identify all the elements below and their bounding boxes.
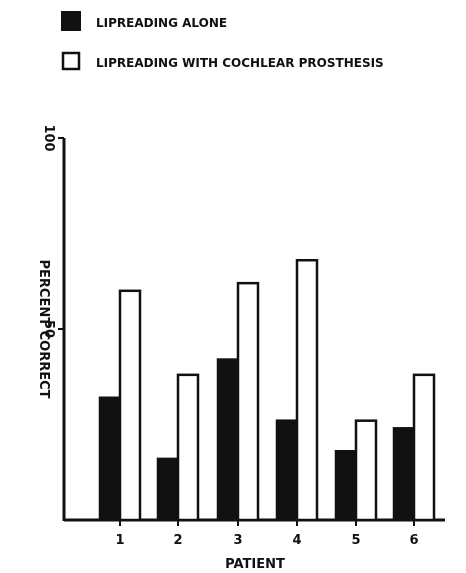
legend-label-lipreading-with-prosthesis: LIPREADING WITH COCHLEAR PROSTHESIS bbox=[96, 56, 384, 70]
x-tick-label-4: 4 bbox=[292, 533, 301, 548]
y-tick-label-100: 100 bbox=[41, 124, 56, 151]
bar-patient-3-lipreading-alone bbox=[216, 358, 240, 522]
x-axis-label: PATIENT bbox=[225, 557, 285, 572]
bar-patient-3-with-prosthesis bbox=[236, 281, 260, 522]
x-tick-label-1: 1 bbox=[115, 533, 124, 548]
legend: LIPREADING ALONE LIPREADING WITH COCHLEA… bbox=[61, 11, 384, 71]
x-tick-label-3: 3 bbox=[233, 533, 242, 548]
bar-patient-6-lipreading-alone bbox=[392, 427, 416, 522]
bar-patient-4-lipreading-alone bbox=[275, 419, 299, 522]
bar-patient-6-with-prosthesis bbox=[412, 373, 436, 522]
bar-patient-5-with-prosthesis bbox=[354, 419, 378, 522]
bar-patient-2-with-prosthesis bbox=[176, 373, 200, 522]
x-tick-label-5: 5 bbox=[351, 533, 360, 548]
bar-patient-1-lipreading-alone bbox=[98, 396, 122, 522]
x-tick-label-2: 2 bbox=[173, 533, 182, 548]
legend-swatch-lipreading-alone bbox=[61, 11, 81, 31]
legend-swatch-lipreading-with-prosthesis bbox=[61, 51, 81, 71]
bar-patient-4-with-prosthesis bbox=[295, 258, 319, 522]
legend-label-lipreading-alone: LIPREADING ALONE bbox=[96, 16, 227, 30]
bar-patient-1-with-prosthesis bbox=[118, 289, 142, 522]
y-tick-label-50: 50 bbox=[41, 320, 56, 338]
y-axis-label: PERCENT CORRECT bbox=[36, 259, 51, 398]
bar-patient-5-lipreading-alone bbox=[334, 449, 358, 522]
x-tick-label-6: 6 bbox=[409, 533, 418, 548]
bar-patient-2-lipreading-alone bbox=[156, 457, 180, 522]
